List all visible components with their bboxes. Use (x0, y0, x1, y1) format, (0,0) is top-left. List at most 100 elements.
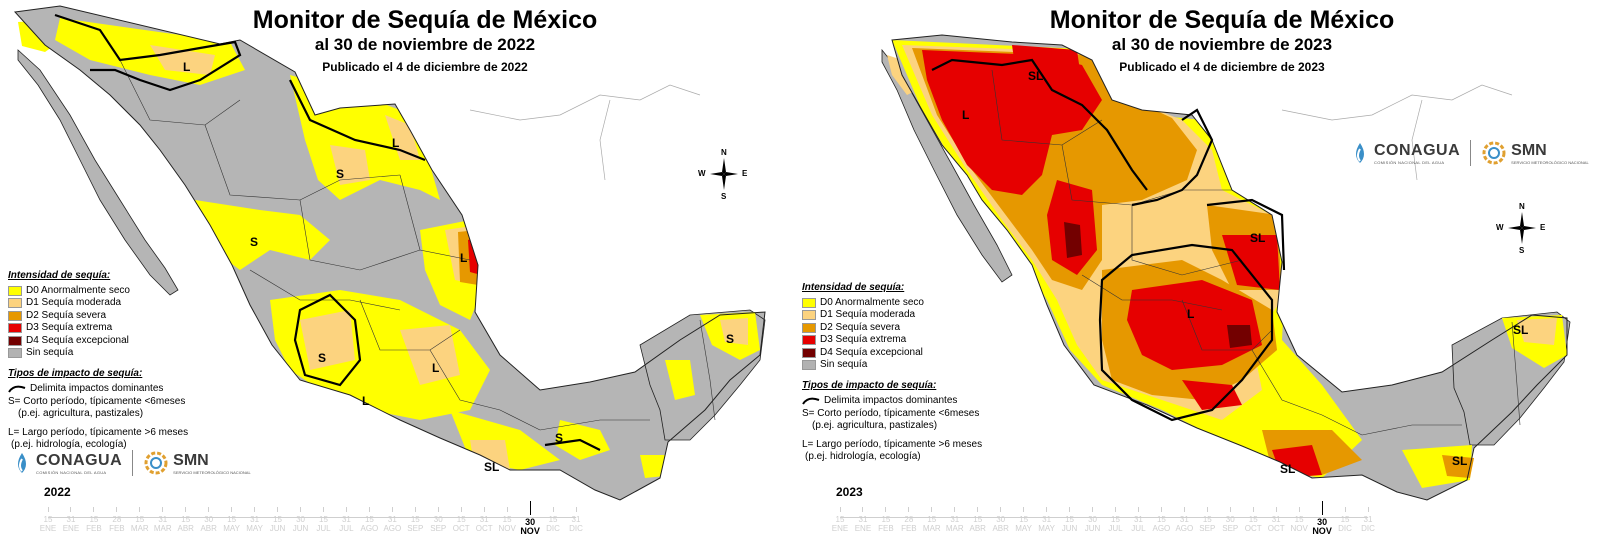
drought-d4-center (1227, 325, 1252, 348)
timeline-tick-month: MAR (922, 524, 941, 533)
timeline-tick: 15 MAY (1012, 507, 1036, 533)
timeline-tick-month: JUN (1061, 524, 1078, 533)
legend-long-examples: (p.ej. hidrología, ecología) (805, 451, 921, 462)
timeline-tick: 15 JUL (311, 507, 335, 533)
legend: Intensidad de sequía: D0 Anormalmente se… (8, 270, 208, 452)
legend-short: S= Corto período, típicamente <6meses (8, 395, 186, 407)
timeline-tick-mark (300, 507, 302, 512)
conagua-logo-icon (18, 453, 26, 473)
timeline-tick-mark (575, 507, 577, 512)
region-label: L (962, 108, 969, 122)
timeline-tick-mark (368, 507, 370, 512)
timeline-tick-month: JUN (1084, 524, 1101, 533)
legend-long: L= Largo período, típicamente >6 meses (8, 426, 189, 438)
timeline-tick-month: JUN (269, 524, 286, 533)
timeline-tick-day: 31 (1042, 515, 1052, 524)
region-label: SL (1280, 462, 1295, 476)
timeline-tick: 30 ABR (197, 507, 221, 533)
timeline-tick: 30 NOV (518, 501, 542, 536)
map-title: Monitor de Sequía de México (252, 6, 598, 34)
timeline-tick-day: 30 (1225, 515, 1235, 524)
timeline-tick-day: 31 (158, 515, 168, 524)
mainland-outline (13, 5, 766, 501)
legend-swatch (8, 298, 22, 309)
timeline-tick-day: 15 (1065, 515, 1075, 524)
timeline-tick-mark (70, 507, 72, 512)
legend-swatch (802, 322, 816, 333)
timeline-tick-mark (954, 507, 956, 512)
timeline-tick-month: ABR (200, 524, 217, 533)
timeline-tick-month: NOV (520, 526, 540, 536)
timeline-tick: 30 NOV (1310, 501, 1334, 536)
timeline-tick: 31 MAY (1035, 507, 1059, 533)
logos: CONAGUA COMISIÓN NACIONAL DEL AGUA SMN S… (12, 450, 251, 476)
timeline-tick-day: 31 (950, 515, 960, 524)
timeline-tick: 30 JUN (289, 507, 313, 533)
timeline-tick-day: 15 (319, 515, 328, 524)
timeline-tick-mark (1137, 507, 1139, 512)
timeline-tick: 15 NOV (1287, 507, 1311, 533)
timeline-tick-month: MAR (945, 524, 964, 533)
timeline-tick: 15 ABR (966, 507, 990, 533)
timeline-tick-day: 31 (387, 515, 397, 524)
timeline-tick-month: ABR (969, 524, 986, 533)
timeline-tick: 31 OCT (472, 507, 496, 533)
legend-intensity-title: Intensidad de sequía: (8, 270, 111, 281)
compass-e: E (1540, 223, 1546, 232)
timeline-tick-month: MAY (246, 524, 263, 533)
timeline-tick-day: 30 (433, 515, 443, 524)
smn-logo-icon (144, 451, 168, 475)
region-label: S (336, 167, 344, 181)
timeline-tick-month: DIC (1361, 524, 1375, 533)
timeline-tick-mark (1367, 507, 1369, 512)
timeline-tick-mark (483, 507, 485, 512)
timeline-tick-day: 15 (927, 515, 937, 524)
legend-intensity-title: Intensidad de sequía: (802, 282, 905, 293)
timeline-tick-mark (1023, 507, 1025, 512)
timeline-tick-day: 15 (410, 515, 420, 524)
timeline-tick-month: NOV (498, 524, 516, 533)
timeline-tick-mark (277, 507, 279, 512)
legend-long: L= Largo período, típicamente >6 meses (802, 438, 983, 450)
timeline-tick-day: 28 (112, 515, 122, 524)
compass-s: S (721, 192, 727, 201)
timeline-tick: 15 MAY (220, 507, 244, 533)
timeline-tick-day: 15 (1294, 515, 1304, 524)
timeline-tick-day: 30 (1317, 517, 1328, 527)
compass-n: N (1519, 202, 1525, 211)
legend-swatch (8, 310, 22, 321)
region-label: L (1187, 307, 1194, 321)
timeline-tick: 31 MAR (151, 507, 175, 533)
region-label: S (555, 431, 563, 445)
smn-logo: SMN SERVICIO METEOROLÓGICO NACIONAL (1511, 141, 1589, 165)
timeline-tick-day: 31 (1133, 515, 1143, 524)
map-published: Publicado el 4 de diciembre de 2022 (322, 60, 528, 74)
region-label: SL (1028, 69, 1043, 83)
yucatan-drought-d1 (1517, 318, 1557, 345)
timeline-tick-mark (1114, 507, 1116, 512)
timeline-tick-mark (414, 507, 416, 512)
timeline-tick-mark (93, 507, 95, 512)
timeline-tick: 28 FEB (105, 507, 129, 533)
timeline-tick-day: 15 (181, 515, 191, 524)
timeline-tick-month: JUL (339, 524, 354, 533)
legend-item: D4 Sequía excepcional (8, 335, 208, 348)
legend-short-examples: (p.ej. agricultura, pastizales) (812, 420, 938, 431)
timeline: 15 ENE 31 ENE 15 FEB 28 FEB 15 MAR 31 MAR 15 ABR 30 ABR… (832, 501, 1375, 547)
timeline-tick-mark (1000, 507, 1002, 512)
legend-long-examples: (p.ej. hidrología, ecología) (11, 439, 127, 450)
timeline-tick-month: AGO (1175, 524, 1194, 533)
timeline-tick-day: 15 (89, 515, 99, 524)
timeline-tick-month: SEP (407, 524, 424, 533)
conagua-logo-icon (1356, 143, 1364, 163)
compass-star-icon (710, 158, 738, 190)
timeline-tick-month: ENE (854, 524, 872, 533)
legend: Intensidad de sequía: D0 Anormalmente se… (802, 282, 1002, 464)
timeline-tick: 15 DIC (541, 507, 565, 533)
legend-item: D4 Sequía excepcional (802, 347, 1002, 360)
timeline-tick-month: SEP (430, 524, 447, 533)
region-label: S (726, 332, 734, 346)
timeline-tick-month: JUN (292, 524, 309, 533)
legend-swatch (802, 310, 816, 321)
logos: CONAGUA COMISIÓN NACIONAL DEL AGUA SMN S… (1350, 140, 1589, 166)
